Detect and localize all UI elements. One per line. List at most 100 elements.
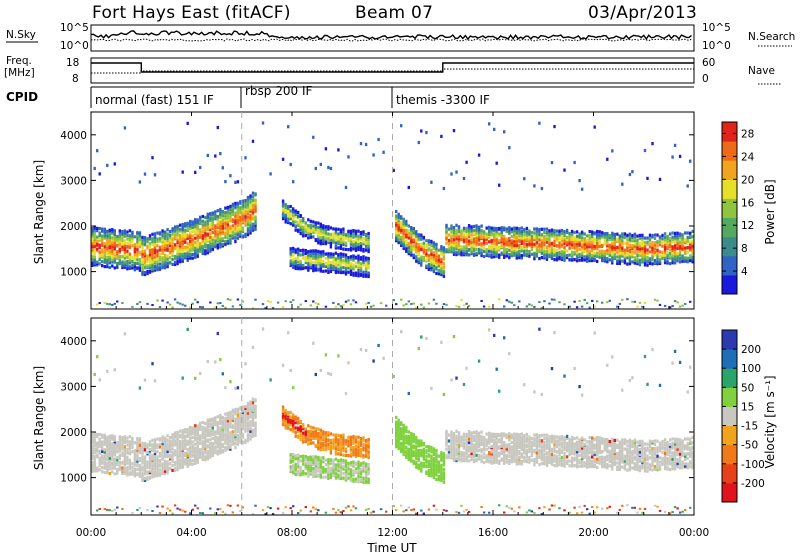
power-cell xyxy=(239,233,242,237)
velocity-cell xyxy=(201,456,204,460)
velocity-cell xyxy=(171,447,174,451)
power-cell xyxy=(641,239,644,243)
power-cell xyxy=(643,263,647,267)
power-cell xyxy=(523,229,526,234)
power-cell xyxy=(565,243,569,247)
power-cell xyxy=(128,229,132,233)
power-cell xyxy=(543,238,546,242)
power-cell xyxy=(450,228,453,232)
velocity-cell-near xyxy=(251,513,255,516)
velocity-cell xyxy=(206,418,209,422)
velocity-cell xyxy=(229,445,232,450)
power-cell xyxy=(477,242,481,246)
power-cell xyxy=(450,224,453,228)
velocity-cell xyxy=(156,458,159,462)
velocity-cell xyxy=(221,444,224,449)
power-cell xyxy=(201,219,204,223)
power-cell xyxy=(254,207,257,211)
power-cell xyxy=(450,232,453,236)
power-cell xyxy=(96,249,99,253)
power-cell xyxy=(578,238,581,242)
velocity-cell xyxy=(344,478,348,482)
power-cell xyxy=(608,253,611,257)
power-cell xyxy=(467,228,471,232)
power-cell xyxy=(158,236,162,240)
power-cell-scatter xyxy=(216,125,219,130)
velocity-cell xyxy=(204,439,207,443)
power-cell xyxy=(663,240,667,244)
power-cell xyxy=(342,240,345,244)
power-cell xyxy=(510,227,513,231)
power-cell xyxy=(324,239,328,243)
power-cell xyxy=(209,222,212,226)
power-cell xyxy=(412,246,415,250)
power-cell xyxy=(528,250,531,254)
power-cell xyxy=(103,234,106,238)
power-cell xyxy=(588,249,591,253)
power-cell xyxy=(681,259,684,263)
velocity-cell xyxy=(309,466,312,470)
power-cell xyxy=(548,233,551,237)
velocity-cell xyxy=(364,468,368,472)
power-cell xyxy=(178,257,182,262)
power-cell xyxy=(405,230,408,234)
power-cell xyxy=(525,226,529,230)
power-cell xyxy=(666,256,669,260)
velocity-cell xyxy=(362,461,365,465)
power-cell-near xyxy=(465,302,468,305)
power-cell xyxy=(151,237,154,241)
power-cell xyxy=(435,247,438,251)
power-cell xyxy=(123,231,127,235)
power-cell xyxy=(528,239,531,243)
power-cell xyxy=(638,261,642,265)
power-cell xyxy=(500,226,503,230)
power-cell xyxy=(126,262,129,266)
power-cell-scatter xyxy=(420,129,423,133)
power-cell xyxy=(656,240,659,244)
power-cell xyxy=(98,253,101,258)
velocity-cell xyxy=(209,423,212,427)
power-cell xyxy=(153,257,157,261)
power-cell xyxy=(638,249,642,253)
power-cell xyxy=(131,265,134,270)
power-cell-scatter xyxy=(450,172,453,176)
power-cell-near xyxy=(342,304,345,307)
power-cell xyxy=(452,233,456,237)
velocity-cell xyxy=(352,462,355,466)
power-cell xyxy=(184,228,187,232)
velocity-cell xyxy=(146,446,149,450)
power-cell xyxy=(236,213,240,217)
power-cell xyxy=(565,235,569,239)
power-cell xyxy=(508,253,511,257)
power-cell xyxy=(480,233,483,237)
power-cell-scatter xyxy=(359,142,363,146)
power-cell xyxy=(176,247,179,251)
power-cell-near xyxy=(563,303,566,306)
power-cell xyxy=(204,220,207,224)
power-cell-scatter xyxy=(281,157,285,161)
velocity-cell xyxy=(241,426,245,430)
velocity-cell xyxy=(302,434,305,438)
power-cell xyxy=(229,231,232,235)
power-cell xyxy=(445,230,448,234)
velocity-cell xyxy=(327,461,330,465)
power-cell xyxy=(221,242,224,246)
velocity-cell xyxy=(224,446,227,450)
velocity-cell xyxy=(166,445,169,449)
y-tick-label: 3000 xyxy=(60,175,87,187)
velocity-cell xyxy=(244,421,247,426)
power-cell xyxy=(357,272,360,276)
power-cell xyxy=(668,252,672,256)
velocity-cell-scatter xyxy=(98,378,101,382)
velocity-cell-near xyxy=(168,509,172,512)
power-cell xyxy=(638,263,642,267)
velocity-cell-scatter xyxy=(93,372,96,377)
velocity-cell xyxy=(241,415,245,419)
power-cell xyxy=(432,251,436,255)
power-cell xyxy=(452,243,456,247)
velocity-cell xyxy=(229,425,232,429)
velocity-cell xyxy=(216,444,219,448)
power-cell xyxy=(417,257,420,261)
power-cell xyxy=(166,261,169,265)
velocity-cell xyxy=(317,447,320,451)
